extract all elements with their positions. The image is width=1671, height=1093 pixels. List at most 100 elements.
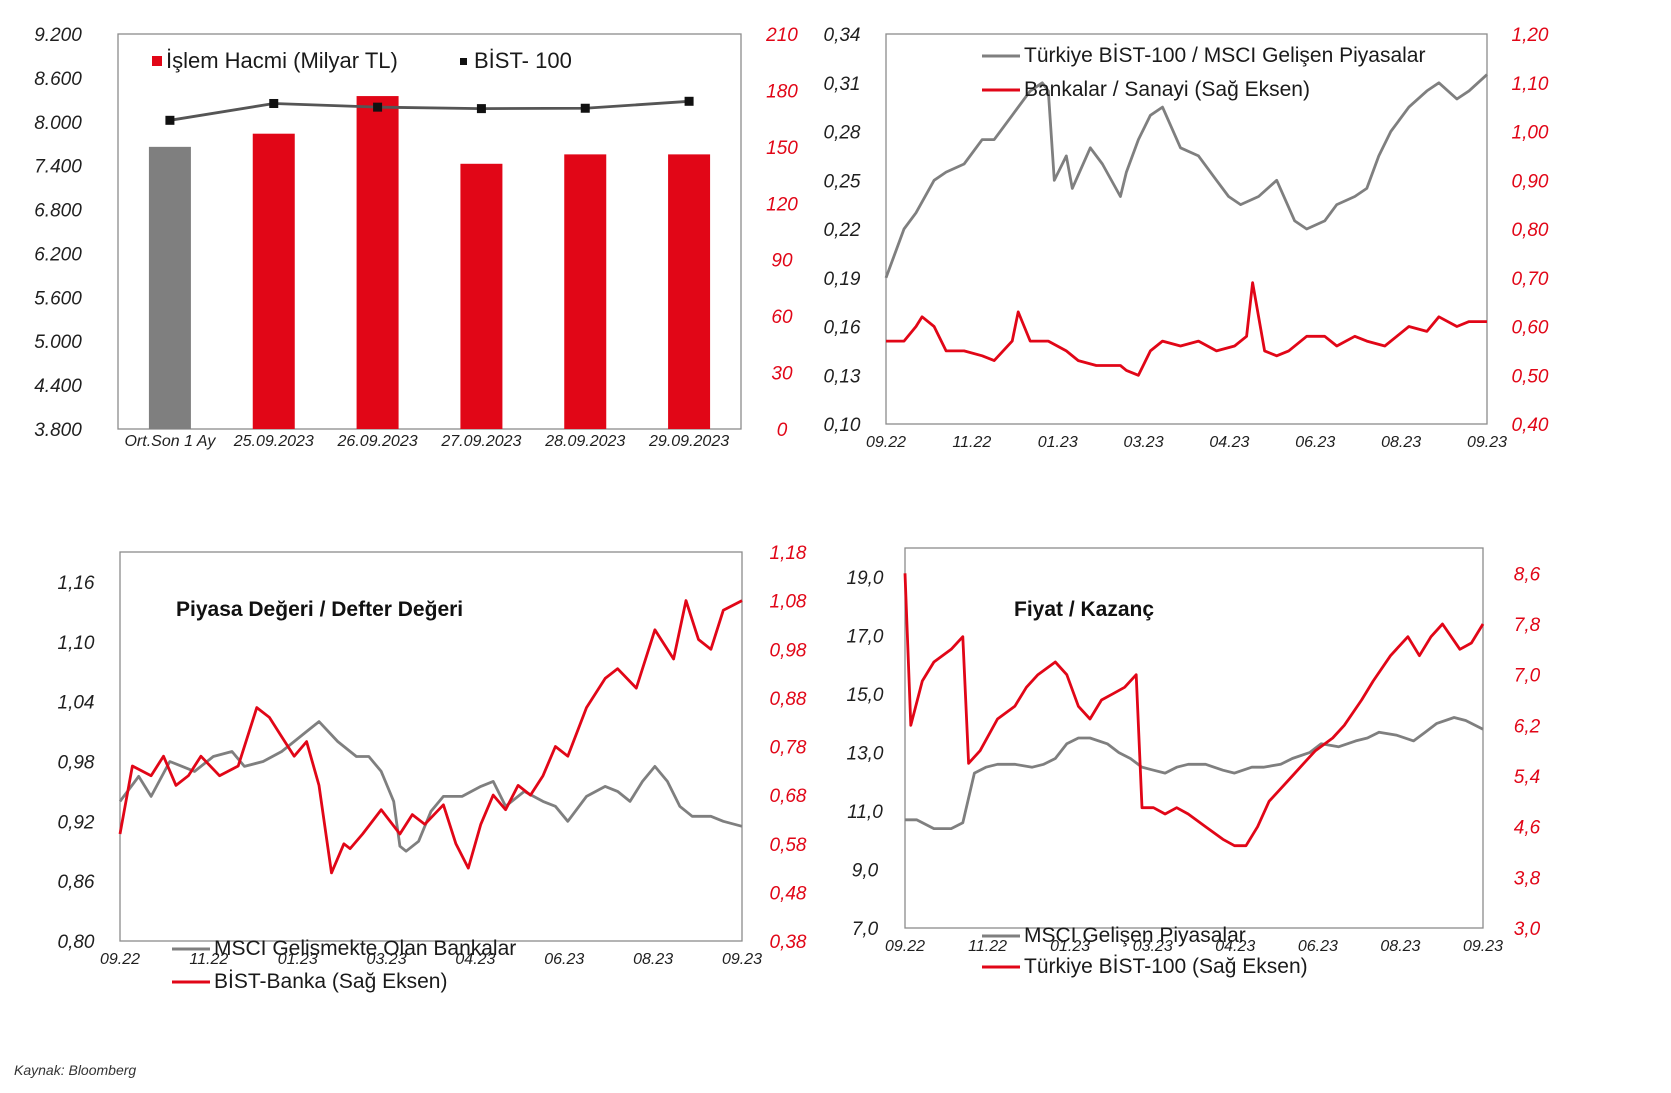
y-left-tick-label: 0,10	[824, 415, 861, 436]
x-tick-label: 04.23	[1209, 434, 1249, 451]
y-left-tick-label: 3.800	[34, 420, 82, 441]
y-right-tick-label: 0,80	[1512, 220, 1549, 241]
legend-label: Bankalar / Sanayi (Sağ Eksen)	[1024, 78, 1310, 101]
plot-frame	[904, 547, 1484, 929]
y-left-tick-label: 1,10	[58, 633, 95, 654]
x-tick-label: 04.23	[1215, 938, 1255, 955]
y-left-tick-label: 8.600	[34, 69, 82, 90]
y-right-tick-label: 0,50	[1512, 366, 1549, 387]
y-left-tick-label: 0,19	[824, 269, 861, 290]
chart-fk: 7,0 9,0 11,0 13,0 15,0 17,0 19,0 3,0 3,8 4,6 5,4 6,…	[847, 547, 1541, 978]
x-tick-label: 09.23	[1463, 938, 1503, 955]
y-left-tick-label: 0,28	[824, 123, 861, 144]
chart-islem-hacmi: 3.800 4.400 5.000 5.600 6.200 6.800 7.400 8.000…	[34, 25, 798, 450]
x-tick-label: 08.23	[633, 951, 673, 968]
x-tick-label: 06.23	[1295, 434, 1335, 451]
y-right-tick-label: 90	[771, 251, 793, 272]
y-right-tick-label: 60	[771, 307, 793, 328]
y-left-tick-label: 0,92	[58, 812, 95, 833]
x-tick-label: 03.23	[367, 951, 407, 968]
y-left-tick-label: 6.800	[34, 201, 82, 222]
bar	[356, 96, 399, 430]
series-line	[118, 720, 743, 853]
y-right-tick-label: 7,0	[1514, 666, 1541, 687]
legend-swatch	[460, 58, 467, 65]
y-left-tick-label: 0,31	[824, 74, 861, 95]
x-tick-label: 04.23	[455, 951, 495, 968]
y-right-tick-label: 0,40	[1512, 415, 1549, 436]
series-line	[886, 281, 1487, 377]
legend-label: MSCI Gelismekte Olan Bankalar	[214, 937, 516, 960]
y-right-tick-label: 150	[766, 138, 798, 159]
line-marker	[373, 102, 383, 112]
bar	[564, 154, 607, 429]
line-marker	[165, 115, 175, 125]
y-left-tick-label: 9.200	[34, 25, 82, 46]
chart-title: Fiyat / Kazanç	[1014, 598, 1154, 621]
y-left-tick-label: 17,0	[847, 627, 884, 648]
legend-swatch	[152, 56, 162, 66]
y-right-tick-label: 0,70	[1512, 269, 1549, 290]
y-right-tick-label: 6,2	[1514, 716, 1541, 737]
x-tick-label: 09.22	[885, 938, 925, 955]
chart-title: Piyasa Değeri / Defter Değeri	[176, 598, 463, 621]
series-line	[905, 716, 1484, 830]
y-right-tick-label: 120	[766, 194, 798, 215]
x-tick-label: 01.23	[278, 951, 318, 968]
y-left-tick-label: 7.400	[34, 157, 82, 178]
series-line	[169, 99, 690, 122]
chart-bist-msci-oran: 0,10 0,13 0,16 0,19 0,22 0,25 0,28 0,31 0,34 0,40…	[824, 25, 1549, 451]
y-left-tick-label: 0,16	[824, 318, 861, 339]
source-note: Kaynak: Bloomberg	[14, 1062, 137, 1078]
x-tick-label: 09.23	[1467, 434, 1507, 451]
x-tick-label: 01.23	[1050, 938, 1090, 955]
y-right-tick-label: 3,0	[1514, 919, 1541, 940]
y-right-tick-label: 180	[766, 81, 798, 102]
y-right-tick-label: 1,08	[770, 592, 807, 613]
y-right-tick-label: 0,60	[1512, 318, 1549, 339]
y-left-tick-label: 1,16	[58, 573, 95, 594]
y-left-tick-label: 0,13	[824, 366, 861, 387]
y-left-tick-label: 0,25	[824, 171, 861, 192]
bar	[668, 154, 711, 429]
y-left-tick-label: 19,0	[847, 568, 884, 589]
series-line	[118, 599, 743, 875]
y-right-tick-label: 0,38	[770, 932, 807, 953]
y-left-tick-label: 9,0	[852, 861, 879, 882]
x-tick-label: 08.23	[1381, 434, 1421, 451]
y-right-tick-label: 0,98	[770, 640, 807, 661]
x-tick-label: Ort.Son 1 Ay	[124, 433, 216, 450]
line-marker	[580, 103, 590, 113]
x-tick-label: 09.22	[100, 951, 140, 968]
y-right-tick-label: 7,8	[1514, 615, 1541, 636]
x-tick-label: 08.23	[1380, 938, 1420, 955]
y-right-tick-label: 0,88	[770, 689, 807, 710]
x-tick-label: 03.23	[1133, 938, 1173, 955]
y-left-tick-label: 1,04	[58, 693, 95, 714]
plot-frame	[117, 33, 742, 430]
x-tick-label: 06.23	[544, 951, 584, 968]
bar	[252, 133, 295, 429]
x-tick-label: 11.22	[189, 951, 228, 968]
y-right-tick-label: 1,00	[1512, 123, 1549, 144]
y-left-tick-label: 5.000	[34, 332, 82, 353]
bar	[460, 163, 503, 430]
series-line	[884, 73, 1488, 279]
y-right-tick-label: 0,58	[770, 835, 807, 856]
y-right-tick-label: 30	[771, 364, 793, 385]
y-left-tick-label: 15,0	[847, 685, 884, 706]
y-left-tick-label: 4.400	[34, 376, 82, 397]
y-right-tick-label: 1,10	[1512, 74, 1549, 95]
x-tick-label: 26.09.2023	[337, 433, 418, 450]
x-tick-label: 25.09.2023	[233, 433, 314, 450]
x-tick-label: 01.23	[1038, 434, 1078, 451]
y-left-tick-label: 0,80	[58, 932, 95, 953]
y-left-tick-label: 6.200	[34, 244, 82, 265]
y-right-tick-label: 1,20	[1512, 25, 1549, 46]
legend-label: BİST- 100	[474, 48, 572, 73]
legend-label: Türkiye BİST-100 (Sağ Eksen)	[1024, 955, 1308, 978]
x-tick-label: 28.09.2023	[544, 433, 625, 450]
x-tick-label: 09.22	[866, 434, 906, 451]
y-left-tick-label: 0,86	[58, 872, 95, 893]
